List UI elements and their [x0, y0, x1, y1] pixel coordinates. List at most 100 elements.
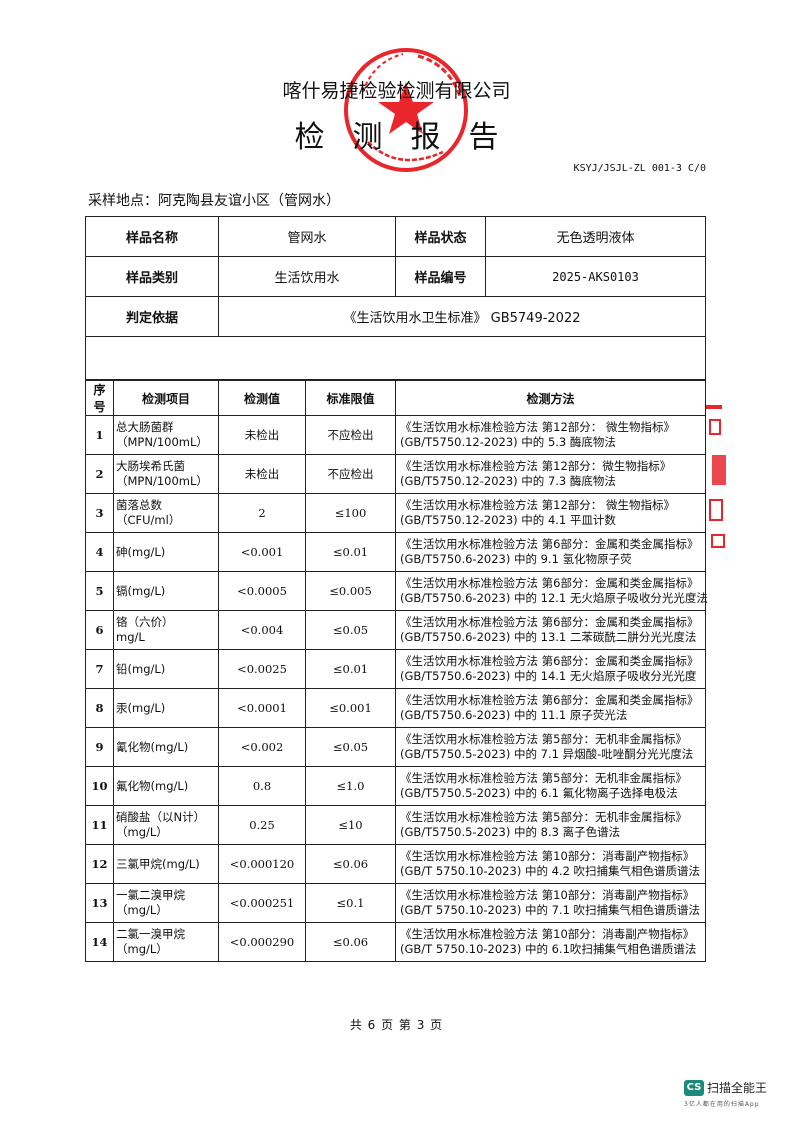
method-line-2: (GB/T5750.6-2023) 中的 14.1 无火焰原子吸收分光光度: [400, 669, 697, 683]
table-row: 2 大肠埃希氏菌 （MPN/100mL） 未检出 不应检出 《生活饮用水标准检验方法 第1…: [85, 454, 706, 494]
standard-limit: ≤0.05: [305, 610, 396, 650]
table-row: 1 总大肠菌群 （MPN/100mL） 未检出 不应检出 《生活饮用水标准检验方法 第12…: [85, 415, 706, 455]
item-name: 三氯甲烷(mg/L): [116, 856, 200, 871]
test-item: 汞(mg/L): [113, 688, 219, 728]
test-item: 菌落总数 （CFU/ml）: [113, 493, 219, 533]
item-unit: （MPN/100mL）: [116, 474, 208, 488]
standard-limit: ≤0.001: [305, 688, 396, 728]
measured-value: 0.25: [218, 805, 306, 845]
table-row: 4 砷(mg/L) <0.001 ≤0.01 《生活饮用水标准检验方法 第6部分：金属和…: [85, 532, 706, 572]
row-number: 12: [85, 844, 114, 884]
header-value: 检测值: [218, 380, 306, 416]
item-name: 砷(mg/L): [116, 544, 166, 559]
test-method: 《生活饮用水标准检验方法 第5部分：无机非金属指标》 (GB/T5750.5-20…: [395, 727, 706, 767]
row-number: 2: [85, 454, 114, 494]
item-name: 硝酸盐（以N计）: [116, 810, 206, 824]
app-name: 扫描全能王: [707, 1081, 768, 1095]
item-name: 氟化物(mg/L): [116, 778, 189, 793]
method-line-1: 《生活饮用水标准检验方法 第6部分：金属和类金属指标》: [400, 693, 699, 707]
measured-value: <0.0025: [218, 649, 306, 689]
item-unit: （mg/L）: [116, 825, 168, 839]
method-line-2: (GB/T5750.12-2023) 中的 7.3 酶底物法: [400, 474, 616, 488]
method-line-2: (GB/T5750.12-2023) 中的 5.3 酶底物法: [400, 435, 616, 449]
standard-limit: ≤0.05: [305, 727, 396, 767]
row-number: 13: [85, 883, 114, 923]
method-line-1: 《生活饮用水标准检验方法 第6部分：金属和类金属指标》: [400, 537, 699, 551]
method-line-2: (GB/T5750.6-2023) 中的 13.1 二苯碳酰二肼分光光度法: [400, 630, 697, 644]
blank-cell: [85, 336, 706, 380]
results-header-row: 序号 检测项目 检测值 标准限值 检测方法: [85, 380, 706, 416]
method-line-1: 《生活饮用水标准检验方法 第6部分：金属和类金属指标》: [400, 576, 699, 590]
standard-limit: ≤10: [305, 805, 396, 845]
test-item: 氟化物(mg/L): [113, 766, 219, 806]
row-number: 1: [85, 415, 114, 455]
test-method: 《生活饮用水标准检验方法 第10部分：消毒副产物指标》 (GB/T 5750.10…: [395, 922, 706, 962]
method-line-2: (GB/T5750.5-2023) 中的 8.3 离子色谱法: [400, 825, 621, 839]
method-line-1: 《生活饮用水标准检验方法 第10部分：消毒副产物指标》: [400, 927, 695, 941]
test-item: 一氯二溴甲烷 （mg/L）: [113, 883, 219, 923]
basis-value: 《生活饮用水卫生标准》 GB5749-2022: [218, 296, 706, 337]
test-item: 二氯一溴甲烷 （mg/L）: [113, 922, 219, 962]
test-method: 《生活饮用水标准检验方法 第6部分：金属和类金属指标》 (GB/T5750.6-2…: [395, 571, 708, 611]
measured-value: <0.000120: [218, 844, 306, 884]
method-line-2: (GB/T5750.5-2023) 中的 6.1 氟化物离子选择电极法: [400, 786, 678, 800]
company-seal-stamp: [344, 48, 468, 172]
document-number: KSYJ/JSJL-ZL 001-3 C/0: [573, 163, 706, 174]
test-item: 氰化物(mg/L): [113, 727, 219, 767]
test-item: 铬（六价） mg/L: [113, 610, 219, 650]
sampling-location: 采样地点：阿克陶县友谊小区（管网水）: [88, 193, 340, 209]
item-unit: （CFU/ml）: [116, 513, 181, 527]
method-line-1: 《生活饮用水标准检验方法 第12部分：微生物指标》: [400, 459, 672, 473]
table-row: 7 铅(mg/L) <0.0025 ≤0.01 《生活饮用水标准检验方法 第6部分：金属…: [85, 649, 706, 689]
table-row: 11 硝酸盐（以N计） （mg/L） 0.25 ≤10 《生活饮用水标准检验方法 第5部分…: [85, 805, 706, 845]
item-name: 总大肠菌群: [116, 420, 174, 434]
table-row: 12 三氯甲烷(mg/L) <0.000120 ≤0.06 《生活饮用水标准检验方法 第…: [85, 844, 706, 884]
method-line-1: 《生活饮用水标准检验方法 第12部分： 微生物指标》: [400, 420, 675, 434]
test-method: 《生活饮用水标准检验方法 第5部分：无机非金属指标》 (GB/T5750.5-20…: [395, 805, 706, 845]
method-line-1: 《生活饮用水标准检验方法 第5部分：无机非金属指标》: [400, 810, 687, 824]
table-row: 3 菌落总数 （CFU/ml） 2 ≤100 《生活饮用水标准检验方法 第12部分： 微生…: [85, 493, 706, 533]
row-number: 8: [85, 688, 114, 728]
measured-value: <0.002: [218, 727, 306, 767]
method-line-2: (GB/T5750.6-2023) 中的 12.1 无火焰原子吸收分光光度法: [400, 591, 708, 605]
method-line-1: 《生活饮用水标准检验方法 第6部分：金属和类金属指标》: [400, 654, 699, 668]
row-number: 9: [85, 727, 114, 767]
test-item: 镉(mg/L): [113, 571, 219, 611]
table-row: 14 二氯一溴甲烷 （mg/L） <0.000290 ≤0.06 《生活饮用水标准检验方法…: [85, 922, 706, 962]
sample-name-value: 管网水: [218, 216, 396, 257]
header-method: 检测方法: [395, 380, 706, 416]
item-unit: （mg/L）: [116, 903, 168, 917]
table-row: 9 氰化物(mg/L) <0.002 ≤0.05 《生活饮用水标准检验方法 第5部分：无…: [85, 727, 706, 767]
measured-value: 未检出: [218, 454, 306, 494]
measured-value: <0.0005: [218, 571, 306, 611]
method-line-1: 《生活饮用水标准检验方法 第12部分： 微生物指标》: [400, 498, 675, 512]
info-row: 样品类别 生活饮用水 样品编号 2025-AKS0103: [85, 256, 706, 297]
row-number: 6: [85, 610, 114, 650]
measured-value: <0.0001: [218, 688, 306, 728]
test-method: 《生活饮用水标准检验方法 第6部分：金属和类金属指标》 (GB/T5750.6-2…: [395, 688, 706, 728]
header-limit: 标准限值: [305, 380, 396, 416]
item-name: 铅(mg/L): [116, 661, 166, 676]
partial-stamp-edge: [706, 405, 726, 548]
method-line-2: (GB/T 5750.10-2023) 中的 4.2 吹扫捕集气相色谱质谱法: [400, 864, 701, 878]
standard-limit: ≤0.01: [305, 532, 396, 572]
company-name: 喀什易捷检验检测有限公司: [282, 80, 511, 102]
camscanner-logo: CS: [684, 1079, 704, 1096]
standard-limit: ≤0.01: [305, 649, 396, 689]
method-line-1: 《生活饮用水标准检验方法 第6部分：金属和类金属指标》: [400, 615, 699, 629]
table-row: 6 铬（六价） mg/L <0.004 ≤0.05 《生活饮用水标准检验方法 第6部分：金…: [85, 610, 706, 650]
item-name: 菌落总数: [116, 498, 162, 512]
row-number: 10: [85, 766, 114, 806]
standard-limit: ≤0.1: [305, 883, 396, 923]
item-name: 大肠埃希氏菌: [116, 459, 185, 473]
test-method: 《生活饮用水标准检验方法 第6部分：金属和类金属指标》 (GB/T5750.6-2…: [395, 610, 706, 650]
measured-value: <0.000251: [218, 883, 306, 923]
method-line-2: (GB/T5750.12-2023) 中的 4.1 平皿计数: [400, 513, 616, 527]
row-number: 3: [85, 493, 114, 533]
item-name: 镉(mg/L): [116, 583, 166, 598]
test-method: 《生活饮用水标准检验方法 第6部分：金属和类金属指标》 (GB/T5750.6-2…: [395, 649, 706, 689]
row-number: 5: [85, 571, 114, 611]
sample-id-value: 2025-AKS0103: [485, 256, 706, 297]
header-no: 序号: [85, 380, 114, 416]
